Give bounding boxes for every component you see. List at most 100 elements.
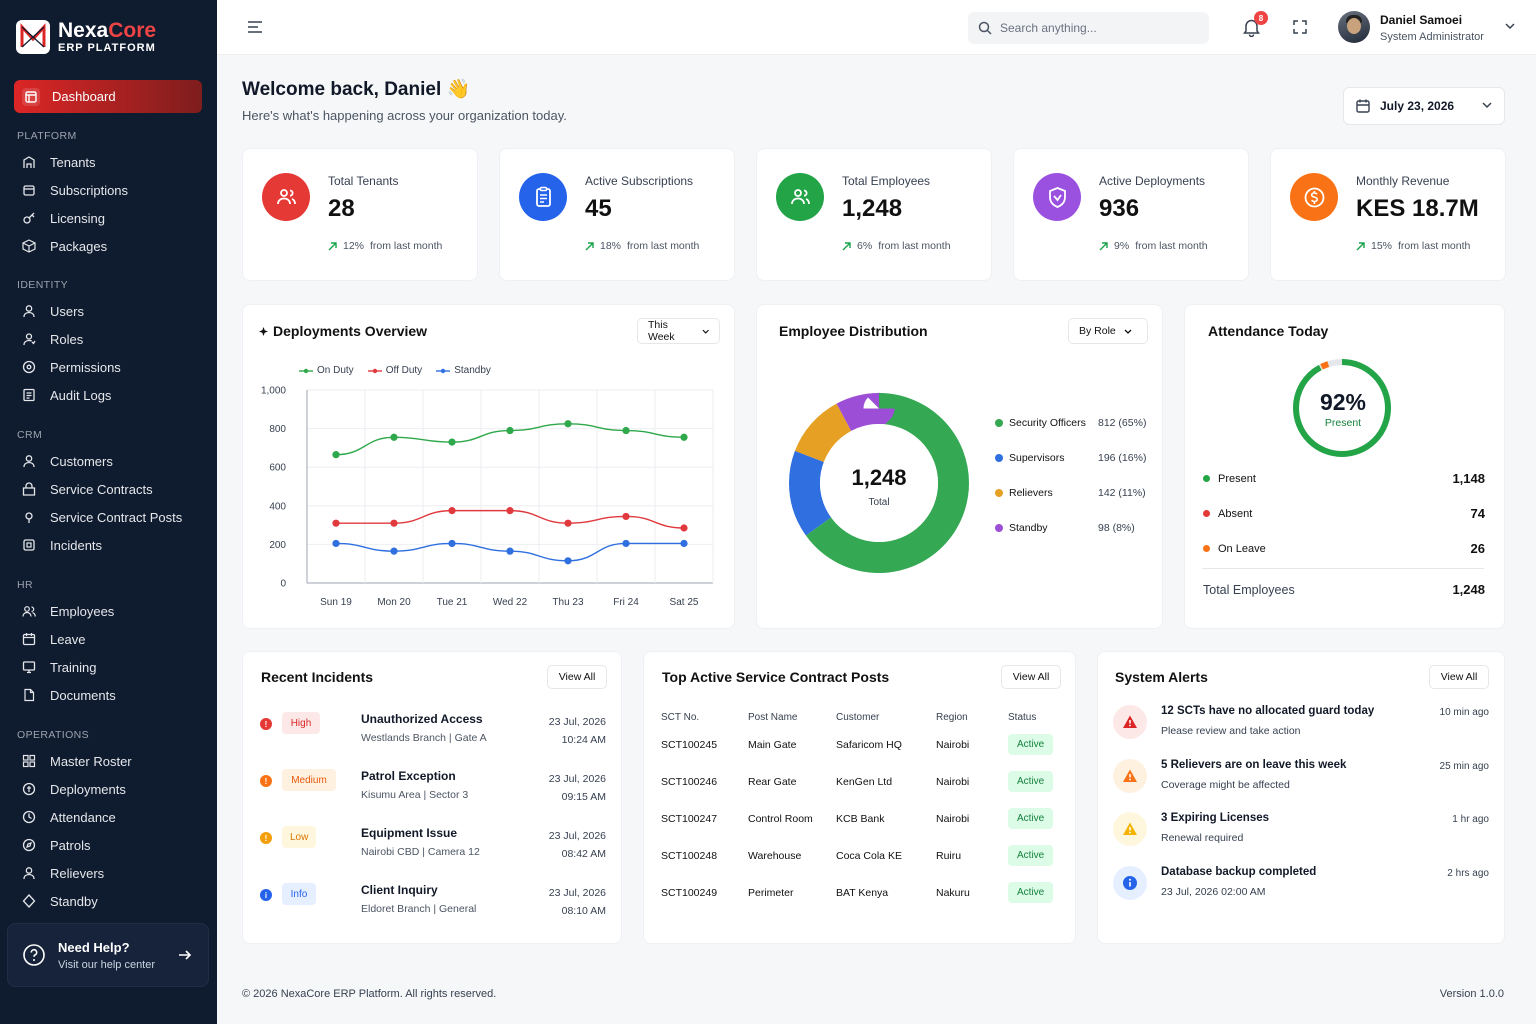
sidebar-item-tenants[interactable]: Tenants [22,152,96,172]
table-row[interactable]: SCT100249 Perimeter BAT Kenya Nakuru Active [661,874,1061,911]
stat-card-active-deployments[interactable]: Active Deployments 936 9% from last month [1013,148,1249,281]
sidebar-item-incidents[interactable]: Incidents [22,535,102,555]
data-point-standby[interactable] [390,547,398,555]
alert-row[interactable]: 3 Expiring Licenses Renewal required 1 hr … [1113,812,1489,852]
data-point-off-duty[interactable] [680,524,688,532]
sidebar-item-documents[interactable]: Documents [22,685,116,705]
incident-title[interactable]: Equipment Issue [361,826,458,840]
documents-icon [24,688,35,702]
incident-title[interactable]: Patrol Exception [361,769,456,783]
sidebar-item-label: Permissions [50,359,121,375]
data-point-on-duty[interactable] [564,420,572,428]
sidebar-item-patrols[interactable]: Patrols [22,835,90,855]
alerts-view-all-button[interactable]: View All [1429,665,1489,689]
chevron-down-icon[interactable] [1505,23,1515,30]
sidebar-item-service-contracts[interactable]: Service Contracts [22,479,153,499]
sidebar-item-packages[interactable]: Packages [22,236,107,256]
sidebar-item-label: Leave [50,631,86,647]
data-point-off-duty[interactable] [448,507,456,515]
stat-card-monthly-revenue[interactable]: Monthly Revenue KES 18.7M 15% from last mon… [1270,148,1506,281]
data-point-standby[interactable] [622,539,630,548]
data-point-off-duty[interactable] [390,519,398,527]
table-row[interactable]: SCT100248 Warehouse Coca Cola KE Ruiru Activ… [661,837,1061,874]
data-point-on-duty[interactable] [448,438,456,446]
table-row[interactable]: SCT100246 Rear Gate KenGen Ltd Nairobi Activ… [661,763,1061,800]
sidebar-item-licensing[interactable]: Licensing [22,208,105,228]
alert-row[interactable]: 12 SCTs have no allocated guard today Ple… [1113,705,1489,745]
search-input[interactable]: Search anything... [1000,21,1097,35]
incident-title[interactable]: Unauthorized Access [361,712,483,726]
data-point-on-duty[interactable] [506,426,514,435]
sidebar-item-relievers[interactable]: Relievers [22,863,104,883]
stat-card-total-tenants[interactable]: Total Tenants 28 12% from last month [242,148,478,281]
table-row[interactable]: SCT100245 Main Gate Safaricom HQ Nairobi Act… [661,726,1061,763]
sidebar-item-users[interactable]: Users [22,301,84,321]
sidebar-item-deployments[interactable]: Deployments [22,779,126,799]
sidebar-item-dashboard[interactable]: Dashboard [14,80,202,113]
table-cell-sct-no: SCT100247 [661,812,718,825]
incident-row[interactable]: ! Low Equipment Issue Nairobi CBD | Camera … [260,826,606,866]
data-point-on-duty[interactable] [332,451,340,459]
data-point-on-duty[interactable] [680,433,688,441]
sidebar-item-attendance[interactable]: Attendance [22,807,116,827]
incident-row[interactable]: i Info Client Inquiry Eldoret Branch | Gene… [260,883,606,923]
trend-text: from last month [1135,240,1208,252]
alert-row[interactable]: 5 Relievers are on leave this week Covera… [1113,758,1489,799]
data-point-standby[interactable] [506,547,514,555]
data-point-on-duty[interactable] [390,433,398,441]
hamburger-menu-icon[interactable] [247,20,263,34]
sidebar-item-audit-logs[interactable]: Audit Logs [22,385,111,405]
stat-card-active-subscriptions[interactable]: Active Subscriptions 45 18% from last month [499,148,735,281]
data-point-standby[interactable] [564,557,572,565]
data-point-off-duty[interactable] [332,519,340,527]
incidents-view-all-button[interactable]: View All [547,665,607,689]
data-point-standby[interactable] [680,539,688,548]
range-select[interactable]: This Week [637,318,720,344]
sidebar-item-master-roster[interactable]: Master Roster [22,751,132,771]
data-point-on-duty[interactable] [622,426,630,435]
sidebar-item-service-contract-posts[interactable]: Service Contract Posts [22,507,182,527]
alert-time: 2 hrs ago [1447,867,1489,879]
incident-row[interactable]: ! High Unauthorized Access Westlands Branch… [260,712,606,752]
x-tick-label: Wed 22 [493,597,528,608]
incident-title[interactable]: Client Inquiry [361,883,438,897]
avatar[interactable] [1338,11,1370,43]
brand[interactable]: NexaCore ERP PLATFORM [16,20,156,54]
table-cell-customer: KenGen Ltd [836,775,893,788]
alert-subtitle: 23 Jul, 2026 02:00 AM [1161,885,1266,898]
posts-view-all-button[interactable]: View All [1001,665,1061,689]
search-bar[interactable]: Search anything... [968,12,1209,44]
sidebar-item-subscriptions[interactable]: Subscriptions [22,180,128,200]
donut-slice-supervisors[interactable] [789,393,969,573]
incident-row[interactable]: ! Medium Patrol Exception Kisumu Area | Sec… [260,769,606,809]
sidebar-item-standby[interactable]: Standby [22,891,98,911]
data-point-off-duty[interactable] [564,519,572,527]
status-badge: Active [1008,845,1054,866]
fullscreen-icon[interactable] [1293,20,1307,34]
sidebar-item-label: Packages [50,238,108,254]
sidebar-item-permissions[interactable]: Permissions [22,357,121,377]
total-employees-icon [776,173,824,221]
alert-row[interactable]: Database backup completed 23 Jul, 2026 02… [1113,865,1489,906]
attendance-label: Absent [1218,507,1253,520]
user-name[interactable]: Daniel Samoei [1380,13,1463,27]
role-filter-select[interactable]: By Role [1068,318,1148,344]
sidebar-item-customers[interactable]: Customers [22,451,113,471]
table-row[interactable]: SCT100247 Control Room KCB Bank Nairobi Acti… [661,800,1061,837]
donut-slice-standby[interactable] [789,393,969,573]
arrow-right-icon[interactable] [178,948,192,962]
attendance-label: On Leave [1218,542,1266,555]
data-point-off-duty[interactable] [622,512,630,521]
info-icon [1113,865,1147,900]
sidebar-item-training[interactable]: Training [22,657,96,677]
data-point-standby[interactable] [332,539,340,548]
sidebar-item-roles[interactable]: Roles [22,329,83,349]
stat-card-total-employees[interactable]: Total Employees 1,248 6% from last month [756,148,992,281]
sidebar-item-employees[interactable]: Employees [22,601,114,621]
date-picker[interactable]: July 23, 2026 [1343,87,1505,125]
help-card[interactable]: Need Help? Visit our help center [7,923,209,987]
sidebar-item-leave[interactable]: Leave [22,629,85,649]
trend-value: 12% [343,240,365,252]
data-point-standby[interactable] [448,539,456,548]
data-point-off-duty[interactable] [506,507,514,515]
